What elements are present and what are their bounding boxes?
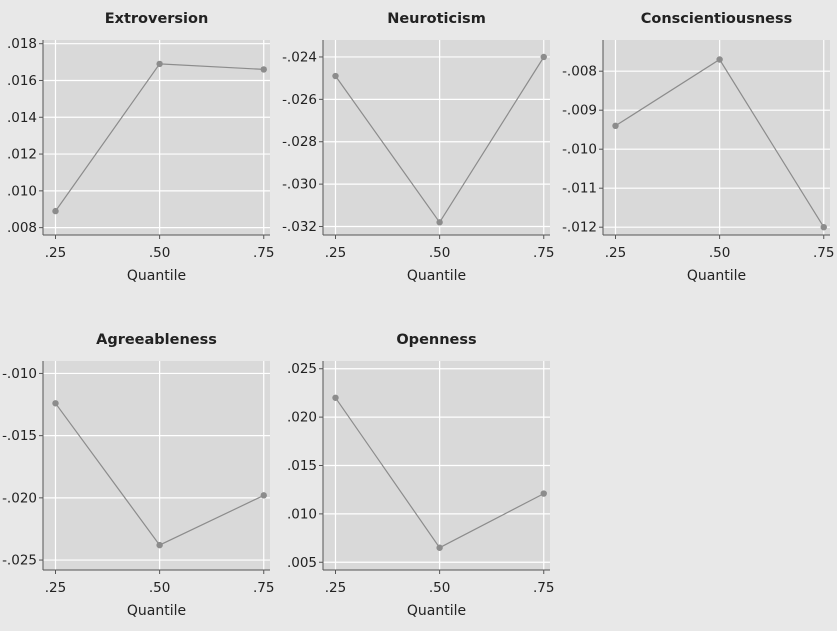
data-point — [436, 544, 443, 551]
panel-title: Openness — [396, 332, 476, 348]
y-tick-label: -.011 — [562, 181, 597, 197]
y-tick-label: .020 — [287, 410, 317, 426]
x-tick-label: .75 — [813, 245, 834, 261]
y-tick-label: .016 — [7, 73, 37, 89]
panel-title: Extroversion — [105, 11, 209, 27]
x-tick-label: .75 — [253, 580, 274, 596]
data-point — [156, 541, 163, 549]
y-tick-label: -.030 — [282, 177, 317, 193]
y-tick-label: .005 — [287, 555, 317, 571]
y-tick-label: -.028 — [282, 134, 317, 150]
x-tick-label: .50 — [149, 580, 170, 596]
plot-area — [43, 361, 270, 570]
y-tick-label: -.026 — [282, 92, 317, 108]
plot-area — [43, 40, 270, 235]
y-tick-label: .025 — [287, 361, 317, 377]
plot-area — [323, 40, 550, 235]
panel-agreeableness: -.025 -.020 -.015 -.010 .25 .50 .75 Agreeablene… — [2, 332, 274, 619]
x-tick-label: .50 — [429, 580, 450, 596]
y-tick-label: -.010 — [562, 142, 597, 158]
panel-openness: .005 .010 .015 .020 .025 .25 .50 .75 Openness Qua… — [287, 332, 555, 619]
x-tick-label: .25 — [325, 580, 346, 596]
data-point — [612, 122, 619, 129]
data-point — [52, 207, 59, 215]
data-point — [540, 490, 547, 497]
x-axis-label: Quantile — [127, 268, 186, 284]
y-tick-label: -.015 — [2, 428, 37, 444]
data-point — [52, 400, 59, 407]
data-point — [716, 56, 723, 63]
x-tick-label: .75 — [533, 580, 554, 596]
y-tick-label: -.009 — [562, 103, 597, 119]
y-tick-label: -.024 — [282, 49, 317, 65]
x-tick-label: .25 — [605, 245, 626, 261]
x-tick-label: .25 — [325, 245, 346, 261]
data-point — [820, 224, 827, 231]
y-tick-label: .010 — [287, 506, 317, 522]
panel-title: Agreeableness — [96, 332, 217, 348]
y-tick-label: -.020 — [2, 490, 37, 506]
x-tick-label: .50 — [149, 245, 170, 261]
y-tick-label: .015 — [287, 458, 317, 474]
panel-extroversion: .008 .010 .012 .014 .016 .018 .25 .50 .75 Extrove… — [7, 11, 275, 284]
y-tick-label: .018 — [7, 36, 37, 52]
panel-title: Conscientiousness — [641, 11, 793, 27]
y-tick-label: -.010 — [2, 366, 37, 382]
panel-neuroticism: -.032 -.030 -.028 -.026 -.024 .25 .50 .75 Neurot… — [282, 11, 554, 284]
y-tick-label: .014 — [7, 110, 37, 126]
x-tick-label: .50 — [709, 245, 730, 261]
panel-title: Neuroticism — [387, 11, 486, 27]
x-tick-label: .50 — [429, 245, 450, 261]
x-axis-label: Quantile — [407, 603, 466, 619]
x-tick-label: .25 — [45, 580, 66, 596]
data-point — [260, 66, 267, 73]
x-tick-label: .75 — [253, 245, 274, 261]
data-point — [156, 60, 163, 68]
y-tick-label: -.012 — [562, 220, 597, 236]
y-tick-label: -.025 — [2, 553, 37, 569]
x-tick-label: .75 — [533, 245, 554, 261]
y-tick-label: .012 — [7, 147, 37, 163]
x-axis-label: Quantile — [127, 603, 186, 619]
data-point — [332, 394, 339, 401]
y-tick-label: -.032 — [282, 219, 317, 235]
y-tick-label: -.008 — [562, 64, 597, 80]
data-point — [540, 53, 547, 61]
data-point — [332, 72, 339, 80]
data-point — [260, 492, 267, 499]
y-tick-label: .008 — [7, 220, 37, 236]
plot-area — [603, 40, 830, 235]
y-tick-label: .010 — [7, 183, 37, 199]
x-axis-label: Quantile — [407, 268, 466, 284]
panel-conscientiousness: -.012 -.011 -.010 -.009 -.008 .25 .50 .75 Consci… — [562, 11, 834, 284]
x-tick-label: .25 — [45, 245, 66, 261]
data-point — [436, 219, 443, 226]
x-axis-label: Quantile — [687, 268, 746, 284]
